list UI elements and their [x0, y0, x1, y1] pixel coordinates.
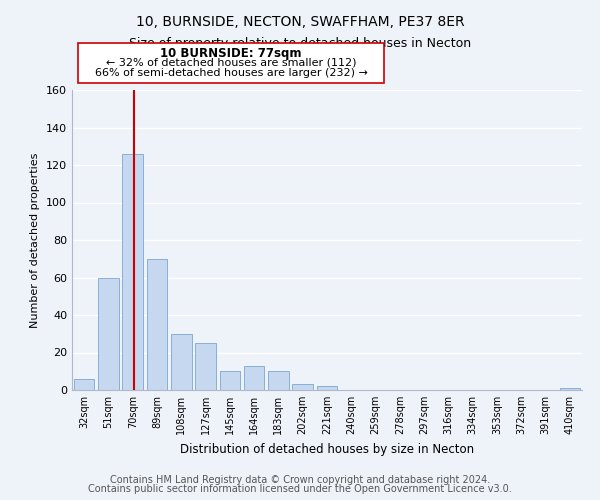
Bar	[560, 388, 580, 390]
Text: Size of property relative to detached houses in Necton: Size of property relative to detached ho…	[129, 38, 471, 51]
Y-axis label: Number of detached properties: Number of detached properties	[31, 152, 40, 328]
Text: 10 BURNSIDE: 77sqm: 10 BURNSIDE: 77sqm	[160, 46, 302, 60]
Bar	[220, 371, 240, 390]
Bar	[171, 334, 191, 390]
Text: Contains HM Land Registry data © Crown copyright and database right 2024.: Contains HM Land Registry data © Crown c…	[110, 475, 490, 485]
X-axis label: Distribution of detached houses by size in Necton: Distribution of detached houses by size …	[180, 442, 474, 456]
Text: 66% of semi-detached houses are larger (232) →: 66% of semi-detached houses are larger (…	[95, 68, 367, 78]
Bar	[74, 379, 94, 390]
Bar	[268, 371, 289, 390]
Text: ← 32% of detached houses are smaller (112): ← 32% of detached houses are smaller (11…	[106, 58, 356, 68]
Bar	[122, 154, 143, 390]
Bar	[146, 259, 167, 390]
Bar	[292, 384, 313, 390]
Bar	[98, 278, 119, 390]
Bar	[195, 343, 216, 390]
Text: Contains public sector information licensed under the Open Government Licence v3: Contains public sector information licen…	[88, 484, 512, 494]
Bar	[317, 386, 337, 390]
Bar	[244, 366, 265, 390]
Text: 10, BURNSIDE, NECTON, SWAFFHAM, PE37 8ER: 10, BURNSIDE, NECTON, SWAFFHAM, PE37 8ER	[136, 15, 464, 29]
